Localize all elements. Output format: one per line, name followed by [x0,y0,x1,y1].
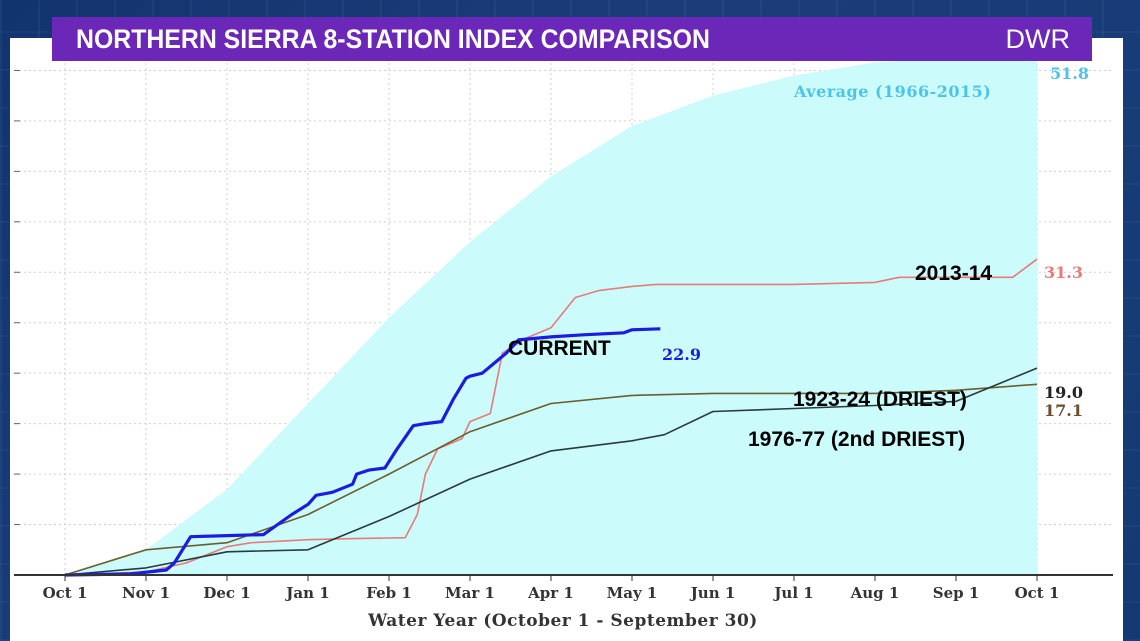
x-tick-label: Jul 1 [772,584,813,602]
end-label-current: 22.9 [662,345,701,364]
x-tick-label: Mar 1 [445,584,495,602]
label-1923-24: 1923-24 (DRIEST) [793,388,967,411]
series-line-y1976-77 [64,367,1038,576]
x-axis-title: Water Year (October 1 - September 30) [367,611,758,631]
x-tick-label: Aug 1 [850,584,900,602]
x-tick-label: Oct 1 [1015,584,1060,602]
x-tick-label: May 1 [607,584,658,602]
x-tick-label: Jun 1 [689,584,736,602]
x-tick-label: Sep 1 [933,584,980,602]
x-ticks: Oct 1 Nov 1 Dec 1 Jan 1 Feb 1 Mar 1 Apr 1 May 1… [43,575,1060,602]
label-2013-14: 2013-14 [915,262,992,285]
average-area [65,52,1037,576]
series-lines [64,258,1038,577]
end-label-average: 51.8 [1050,64,1089,83]
x-tick-label: Dec 1 [203,584,250,602]
x-tick-label: Nov 1 [122,584,170,602]
series-line-y2013-14 [64,258,1038,576]
x-tick-label: Apr 1 [527,584,574,602]
x-tick-label: Oct 1 [43,584,88,602]
average-label: Average (1966-2015) [793,82,991,101]
end-label-1976-77: 19.0 [1044,383,1083,402]
end-label-1923-24: 17.1 [1044,401,1083,420]
label-current: CURRENT [508,337,611,360]
x-tick-label: Feb 1 [366,584,412,602]
x-tick-label: Jan 1 [284,584,329,602]
label-1976-77: 1976-77 (2nd DRIEST) [748,428,965,451]
series-line-y1923-24 [64,383,1038,576]
series-line-current [64,327,661,577]
end-label-2013-14: 31.3 [1044,263,1083,282]
page-title: NORTHERN SIERRA 8-STATION INDEX COMPARIS… [76,23,710,54]
title-bar: NORTHERN SIERRA 8-STATION INDEX COMPARIS… [52,17,1092,61]
source-label: DWR [1005,23,1070,54]
